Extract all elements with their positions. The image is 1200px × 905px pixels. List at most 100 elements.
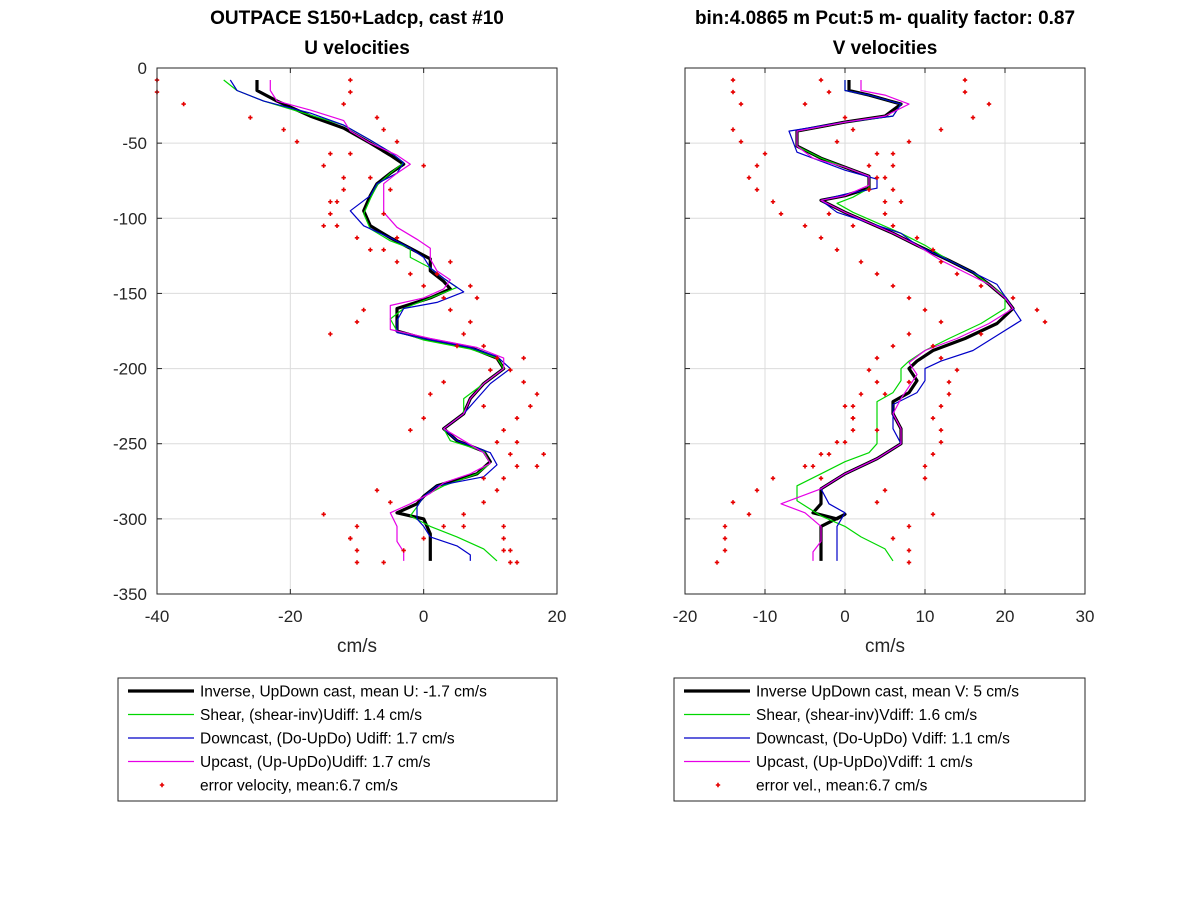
v-error-velocity-point — [818, 476, 824, 481]
v-error-velocity-point — [874, 271, 880, 277]
u-error-velocity-point — [408, 427, 413, 433]
v-error-velocity-point — [850, 403, 856, 409]
v-legend-label-2: Downcast, (Do-UpDo) Vdiff: 1.1 cm/s — [756, 731, 1010, 748]
u-error-velocity-point — [481, 403, 486, 409]
v-error-velocity-point — [1042, 319, 1048, 325]
u-x-tick-label: 20 — [548, 607, 567, 626]
v-error-velocity-point — [730, 77, 736, 83]
u-error-velocity-point — [461, 512, 466, 517]
u-error-velocity-point — [328, 211, 333, 216]
v-error-velocity-point — [722, 548, 728, 553]
v-error-velocity-point — [842, 403, 848, 409]
u-error-velocity-point — [421, 283, 426, 289]
v-error-velocity-point — [826, 211, 832, 216]
v-velocity-panel: bin:4.0865 m Pcut:5 m- quality factor: 0… — [673, 8, 1095, 657]
v-error-velocity-point — [850, 427, 856, 433]
v-error-velocity-point — [938, 355, 944, 361]
v-error-velocity-point — [930, 415, 936, 421]
u-legend-label-2: Downcast, (Do-UpDo) Udiff: 1.7 cm/s — [200, 731, 455, 748]
u-error-velocity-point — [354, 319, 360, 325]
u-error-velocity-point — [381, 560, 386, 565]
u-error-velocity-point — [421, 415, 426, 421]
u-error-velocity-point — [421, 163, 426, 168]
v-error-velocity-point — [858, 259, 864, 265]
v-error-velocity-point — [882, 391, 888, 397]
u-error-velocity-point — [348, 77, 353, 83]
v-error-velocity-point — [906, 548, 912, 553]
v-error-velocity-point — [738, 101, 744, 107]
u-error-velocity-point — [514, 464, 520, 469]
u-error-velocity-point — [388, 500, 393, 505]
u-error-velocity-point — [394, 139, 400, 144]
v-error-velocity-point — [714, 560, 720, 565]
u-velocity-panel: OUTPACE S150+Ladcp, cast #10 U velocitie… — [113, 8, 566, 657]
u-error-velocity-point — [321, 163, 326, 168]
v-error-velocity-point — [890, 223, 896, 228]
u-plot-background — [157, 68, 557, 594]
v-error-velocity-point — [906, 524, 912, 529]
u-error-velocity-point — [348, 536, 353, 541]
v-error-velocity-point — [834, 139, 840, 144]
v-chart-title-line2: V velocities — [833, 38, 938, 59]
v-plot-background — [685, 68, 1085, 594]
u-series-group — [154, 77, 546, 565]
u-error-velocity-point — [428, 391, 433, 397]
u-error-velocity-point — [394, 235, 400, 241]
v-error-velocity-point — [818, 235, 824, 241]
u-error-velocity-point — [328, 151, 333, 156]
u-error-velocity-point — [281, 127, 286, 132]
u-series-line-3 — [269, 80, 505, 561]
v-error-velocity-point — [938, 403, 944, 409]
v-error-velocity-point — [802, 464, 808, 469]
u-y-tick-label: -200 — [113, 360, 147, 379]
u-error-velocity-point — [441, 295, 446, 301]
u-error-velocity-point — [381, 211, 386, 216]
v-error-velocity-point — [970, 115, 976, 120]
u-error-velocity-point — [514, 440, 520, 445]
u-error-velocity-point — [434, 271, 440, 277]
v-error-velocity-point — [858, 391, 864, 397]
u-legend: Inverse, UpDown cast, mean U: -1.7 cm/s S… — [117, 677, 558, 802]
u-chart-title-line2: U velocities — [304, 38, 410, 59]
v-error-velocity-point — [922, 476, 928, 481]
u-error-velocity-point — [494, 440, 500, 445]
v-error-velocity-point — [754, 488, 760, 493]
v-error-velocity-point — [826, 89, 832, 95]
v-error-velocity-point — [834, 247, 840, 253]
u-error-velocity-point — [494, 355, 500, 361]
v-error-velocity-point — [946, 379, 952, 385]
u-error-velocity-point — [368, 247, 373, 253]
v-error-velocity-point — [834, 440, 840, 445]
v-error-velocity-point — [1010, 295, 1016, 301]
u-error-velocity-point — [468, 319, 473, 325]
v-error-velocity-point — [930, 512, 936, 517]
v-error-velocity-point — [898, 199, 904, 204]
v-error-velocity-point — [922, 307, 928, 313]
v-x-tick-label: -20 — [673, 607, 698, 626]
v-error-velocity-point — [850, 127, 856, 132]
u-error-velocity-point — [394, 259, 400, 265]
v-error-velocity-point — [722, 524, 728, 529]
v-error-velocity-point — [770, 199, 776, 204]
v-ticks: -20 -10 0 10 20 30 — [673, 67, 1094, 626]
v-x-tick-label: 20 — [996, 607, 1015, 626]
v-error-velocity-point — [754, 163, 760, 168]
v-series-line-1 — [796, 80, 1006, 562]
u-error-velocity-point — [328, 199, 333, 204]
v-series-line-3 — [780, 80, 1014, 561]
u-error-velocity-point — [481, 500, 486, 505]
u-error-velocity-point — [501, 548, 506, 553]
u-error-velocity-point — [294, 139, 300, 144]
u-error-velocity-point — [494, 488, 500, 493]
v-error-velocity-point — [730, 127, 736, 132]
v-legend-label-4: error vel., mean:6.7 cm/s — [756, 778, 928, 795]
v-error-velocity-point — [874, 379, 880, 385]
v-error-velocity-point — [962, 77, 968, 83]
v-legend-box — [673, 677, 1086, 802]
u-x-axis-label: cm/s — [337, 636, 377, 657]
u-error-velocity-point — [521, 379, 526, 385]
u-error-velocity-point — [501, 427, 506, 433]
u-error-velocity-point — [481, 343, 486, 349]
v-error-velocity-point — [890, 343, 896, 349]
